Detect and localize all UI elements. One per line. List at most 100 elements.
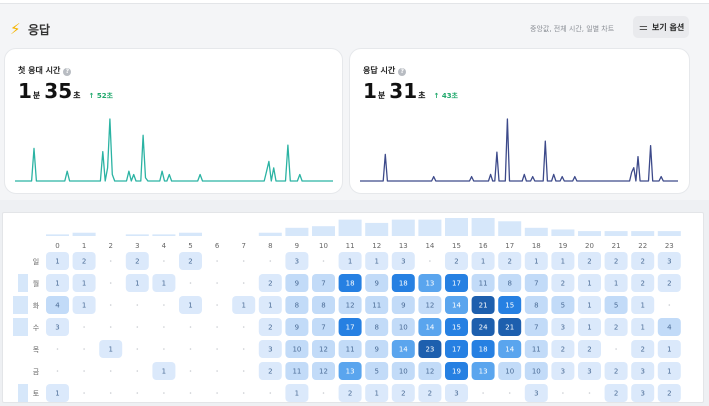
heatmap-cell[interactable] <box>471 274 495 292</box>
heatmap-cell[interactable] <box>391 252 415 270</box>
heatmap-cell[interactable] <box>578 252 601 270</box>
heatmap-cell[interactable] <box>179 296 202 314</box>
heatmap-cell[interactable] <box>365 296 389 314</box>
heatmap-cell[interactable] <box>471 252 495 270</box>
heatmap-cell[interactable] <box>258 274 282 292</box>
heatmap-cell[interactable] <box>72 296 96 314</box>
heatmap-cell[interactable] <box>46 296 69 314</box>
heatmap-cell[interactable] <box>498 252 522 270</box>
heatmap-cell[interactable] <box>604 362 628 380</box>
heatmap-cell[interactable] <box>604 296 628 314</box>
heatmap-cell[interactable] <box>631 296 655 314</box>
response-time-card[interactable]: 응답 시간? 1분 31초 ↑ 43초 <box>349 48 690 194</box>
heatmap-cell[interactable] <box>338 384 362 402</box>
heatmap-cell[interactable] <box>445 340 468 358</box>
heatmap-cell[interactable] <box>258 340 282 358</box>
heatmap-cell[interactable] <box>338 296 362 314</box>
heatmap-cell[interactable] <box>312 274 335 292</box>
heatmap-cell[interactable] <box>258 362 282 380</box>
heatmap-cell[interactable] <box>657 252 681 270</box>
heatmap-cell[interactable] <box>285 362 309 380</box>
heatmap-cell[interactable] <box>657 318 681 336</box>
heatmap-cell[interactable] <box>285 296 309 314</box>
heatmap-cell[interactable] <box>524 340 548 358</box>
heatmap-cell[interactable] <box>551 274 575 292</box>
heatmap-cell[interactable] <box>524 384 548 402</box>
heatmap-cell[interactable] <box>391 296 415 314</box>
heatmap-cell[interactable] <box>631 252 655 270</box>
heatmap-cell[interactable] <box>285 340 309 358</box>
heatmap-cell[interactable] <box>365 384 389 402</box>
heatmap-cell[interactable] <box>418 296 442 314</box>
heatmap-cell[interactable] <box>657 362 681 380</box>
heatmap-cell[interactable] <box>312 318 335 336</box>
heatmap-cell[interactable] <box>338 340 362 358</box>
heatmap-cell[interactable] <box>498 318 522 336</box>
heatmap-cell[interactable] <box>631 362 655 380</box>
heatmap-cell[interactable] <box>418 362 442 380</box>
heatmap-cell[interactable] <box>524 252 548 270</box>
heatmap-cell[interactable] <box>524 318 548 336</box>
heatmap-cell[interactable] <box>498 274 522 292</box>
heatmap-cell[interactable] <box>578 318 601 336</box>
heatmap-cell[interactable] <box>578 340 601 358</box>
heatmap-cell[interactable] <box>551 362 575 380</box>
heatmap-cell[interactable] <box>445 384 468 402</box>
first-response-time-card[interactable]: 첫 응대 시간? 1분 35초 ↑ 52초 <box>4 48 343 194</box>
heatmap-cell[interactable] <box>657 274 681 292</box>
heatmap-cell[interactable] <box>125 252 149 270</box>
heatmap-cell[interactable] <box>365 318 389 336</box>
heatmap-cell[interactable] <box>471 340 495 358</box>
heatmap-cell[interactable] <box>72 252 96 270</box>
heatmap-cell[interactable] <box>471 362 495 380</box>
heatmap-cell[interactable] <box>258 318 282 336</box>
heatmap-cell[interactable] <box>99 340 123 358</box>
heatmap-cell[interactable] <box>445 274 468 292</box>
heatmap-cell[interactable] <box>285 274 309 292</box>
heatmap-cell[interactable] <box>285 318 309 336</box>
heatmap-cell[interactable] <box>152 362 176 380</box>
heatmap-cell[interactable] <box>445 362 468 380</box>
heatmap-cell[interactable] <box>578 362 601 380</box>
heatmap-cell[interactable] <box>179 252 202 270</box>
heatmap-cell[interactable] <box>338 362 362 380</box>
heatmap-cell[interactable] <box>125 274 149 292</box>
heatmap-cell[interactable] <box>657 340 681 358</box>
heatmap-cell[interactable] <box>46 318 69 336</box>
heatmap-cell[interactable] <box>498 296 522 314</box>
heatmap-cell[interactable] <box>604 384 628 402</box>
heatmap-cell[interactable] <box>365 274 389 292</box>
heatmap-cell[interactable] <box>418 318 442 336</box>
heatmap-cell[interactable] <box>604 274 628 292</box>
heatmap-cell[interactable] <box>391 274 415 292</box>
heatmap-cell[interactable] <box>524 296 548 314</box>
heatmap-cell[interactable] <box>338 274 362 292</box>
heatmap-cell[interactable] <box>551 252 575 270</box>
heatmap-cell[interactable] <box>551 296 575 314</box>
heatmap-cell[interactable] <box>232 296 256 314</box>
heatmap-cell[interactable] <box>391 340 415 358</box>
heatmap-cell[interactable] <box>365 252 389 270</box>
info-icon[interactable]: ? <box>63 68 72 76</box>
heatmap-cell[interactable] <box>445 296 468 314</box>
heatmap-cell[interactable] <box>604 318 628 336</box>
heatmap-cell[interactable] <box>657 384 681 402</box>
heatmap-cell[interactable] <box>365 340 389 358</box>
heatmap-cell[interactable] <box>604 252 628 270</box>
heatmap-cell[interactable] <box>338 318 362 336</box>
heatmap-cell[interactable] <box>631 274 655 292</box>
heatmap-cell[interactable] <box>631 340 655 358</box>
heatmap-cell[interactable] <box>391 318 415 336</box>
heatmap-cell[interactable] <box>46 274 69 292</box>
heatmap-cell[interactable] <box>631 318 655 336</box>
heatmap-cell[interactable] <box>152 274 176 292</box>
heatmap-cell[interactable] <box>312 296 335 314</box>
heatmap-cell[interactable] <box>312 362 335 380</box>
heatmap-cell[interactable] <box>445 252 468 270</box>
heatmap-cell[interactable] <box>365 362 389 380</box>
heatmap-cell[interactable] <box>418 340 442 358</box>
heatmap-cell[interactable] <box>285 384 309 402</box>
info-icon[interactable]: ? <box>398 68 407 76</box>
heatmap-cell[interactable] <box>471 296 495 314</box>
heatmap-cell[interactable] <box>524 362 548 380</box>
